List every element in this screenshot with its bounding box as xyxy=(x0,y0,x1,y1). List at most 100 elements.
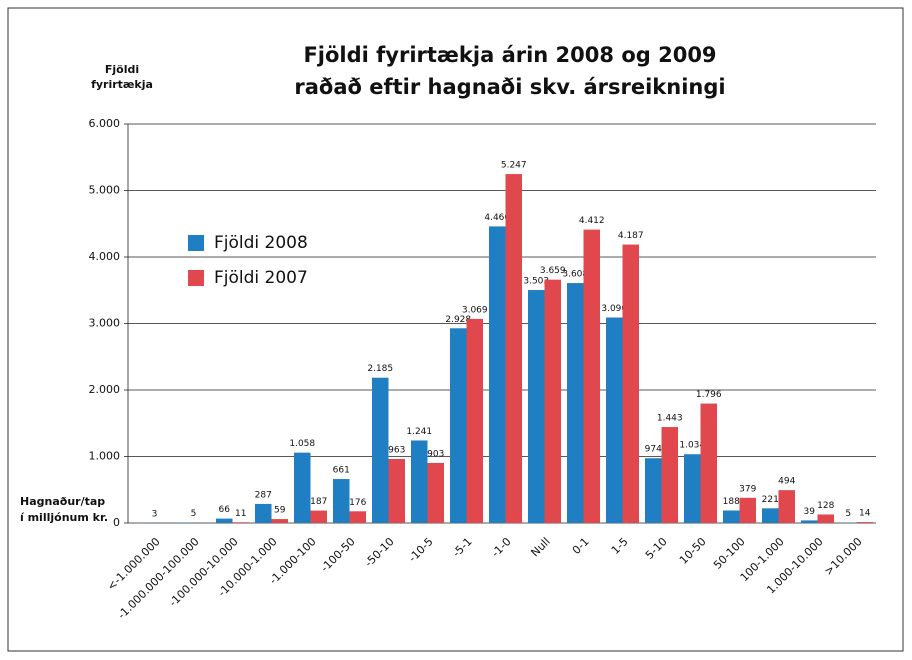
value-label: 11 xyxy=(235,509,246,519)
bar xyxy=(255,503,272,523)
value-label: 4.187 xyxy=(618,231,644,241)
chart-title: Fjöldi fyrirtækja árin 2008 og 2009 xyxy=(303,43,716,67)
legend-label: Fjöldi 2008 xyxy=(214,233,308,253)
bar xyxy=(489,226,506,523)
bar xyxy=(310,510,327,523)
bar xyxy=(606,317,623,523)
x-tick-label: 50-100 xyxy=(711,535,748,572)
bar xyxy=(466,318,483,523)
y-tick-label: 2.000 xyxy=(89,383,121,396)
value-label: 221 xyxy=(762,495,779,505)
x-tick-label: 1-5 xyxy=(609,535,631,557)
bar xyxy=(333,479,350,523)
value-label: 39 xyxy=(804,507,816,517)
value-label: 2.928 xyxy=(445,315,471,325)
bar xyxy=(778,490,795,523)
bar xyxy=(856,522,873,523)
value-label: 3 xyxy=(152,509,158,519)
x-tick-label: >10.000 xyxy=(822,535,865,578)
y-tick-label: 3.000 xyxy=(89,317,121,330)
value-label: 4.460 xyxy=(484,213,510,223)
value-label: 903 xyxy=(427,449,444,459)
value-label: 3.608 xyxy=(562,270,588,280)
y-tick-label: 5.000 xyxy=(89,184,121,197)
value-label: 974 xyxy=(645,445,662,455)
bar xyxy=(684,454,701,523)
y-tick-label: 0 xyxy=(113,516,120,529)
bar xyxy=(505,174,522,523)
value-label: 3.659 xyxy=(540,266,566,276)
bar xyxy=(271,519,288,523)
bar xyxy=(294,452,311,523)
bar xyxy=(411,440,428,523)
bar xyxy=(232,522,249,523)
x-tick-label: -50-10 xyxy=(362,535,397,570)
value-label: 3.069 xyxy=(462,305,488,315)
bar xyxy=(700,403,717,523)
value-label: 5 xyxy=(845,509,851,519)
x-tick-label: 0-1 xyxy=(570,535,592,557)
bar xyxy=(544,279,561,523)
bar xyxy=(723,510,740,523)
value-label: 5.247 xyxy=(501,161,527,171)
value-label: 59 xyxy=(274,506,286,516)
value-label: 14 xyxy=(859,509,871,519)
value-label: 4.412 xyxy=(579,216,605,226)
y-axis-label: fyrirtækja xyxy=(91,78,153,91)
bar xyxy=(622,244,639,523)
bar xyxy=(661,427,678,523)
bar xyxy=(216,518,233,523)
bar xyxy=(450,328,467,523)
bar xyxy=(427,462,444,523)
value-label: 128 xyxy=(817,501,834,511)
value-label: 494 xyxy=(778,477,795,487)
value-label: 3.503 xyxy=(523,277,549,287)
value-label: 1.241 xyxy=(406,427,432,437)
legend-label: Fjöldi 2007 xyxy=(214,268,308,288)
legend-swatch xyxy=(188,235,204,251)
legend-swatch xyxy=(188,270,204,286)
x-axis-label: í milljónum kr. xyxy=(20,511,108,524)
bar xyxy=(528,290,545,523)
bar xyxy=(372,377,389,523)
x-tick-label: -100.000-10.000 xyxy=(167,535,241,609)
value-label: 176 xyxy=(349,498,366,508)
bar xyxy=(762,508,779,523)
value-label: 5 xyxy=(191,509,197,519)
value-label: 188 xyxy=(723,497,740,507)
value-label: 1.796 xyxy=(696,390,722,400)
value-label: 1.034 xyxy=(679,441,705,451)
x-tick-label: -10-5 xyxy=(406,535,436,565)
x-tick-label: -5-1 xyxy=(450,535,475,560)
value-label: 1.443 xyxy=(657,414,683,424)
value-label: 287 xyxy=(255,490,272,500)
value-label: 187 xyxy=(310,497,327,507)
x-tick-label: Null xyxy=(528,535,552,559)
y-tick-label: 6.000 xyxy=(89,117,121,130)
x-tick-label: -100-50 xyxy=(318,535,358,575)
value-label: 963 xyxy=(388,445,405,455)
value-label: 66 xyxy=(219,505,231,515)
x-axis-label: Hagnaður/tap xyxy=(20,495,105,508)
chart-title: raðað eftir hagnaði skv. ársreikningi xyxy=(294,75,725,99)
value-label: 2.185 xyxy=(367,364,393,374)
x-tick-label: 10-50 xyxy=(677,535,709,567)
bar xyxy=(801,520,818,523)
value-label: 1.058 xyxy=(289,439,315,449)
frame xyxy=(7,7,904,652)
value-label: 661 xyxy=(333,466,350,476)
y-tick-label: 1.000 xyxy=(89,450,121,463)
x-tick-label: -1-0 xyxy=(489,535,514,560)
bar xyxy=(739,497,756,523)
bar xyxy=(817,514,834,523)
y-axis-label: Fjöldi xyxy=(105,63,139,76)
bar xyxy=(567,283,584,523)
x-tick-label: 5-10 xyxy=(643,535,670,562)
bar xyxy=(645,458,662,523)
bar xyxy=(388,458,405,523)
value-label: 379 xyxy=(739,484,756,494)
bar xyxy=(583,229,600,524)
y-tick-label: 4.000 xyxy=(89,250,121,263)
bar xyxy=(349,511,366,523)
